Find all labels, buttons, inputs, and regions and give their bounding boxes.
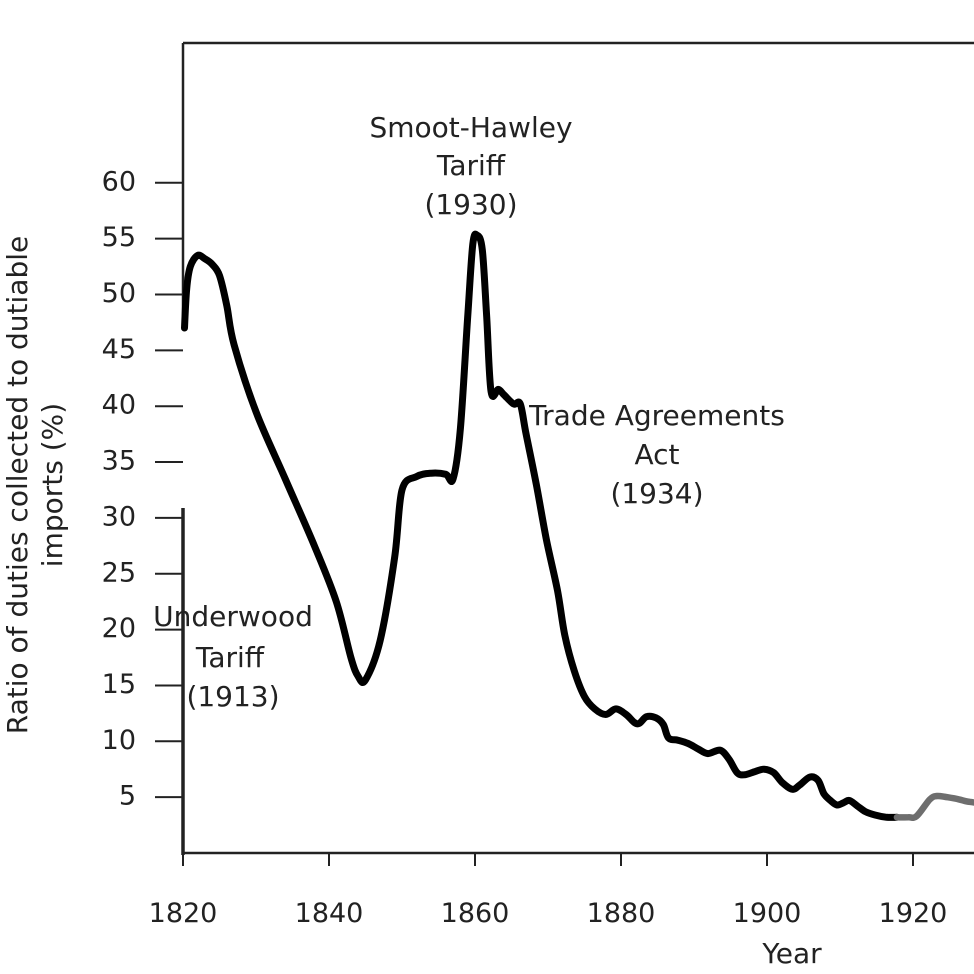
annotation-line: Tariff (436, 149, 506, 182)
x-tick-label: 1880 (587, 898, 656, 929)
y-axis-ticks: 5 10 15 20 25 30 35 40 45 50 55 60 (102, 166, 183, 812)
annotation-trade-agreements: Trade Agreements Act (1934) (528, 399, 785, 510)
annotation-line: (1934) (610, 477, 703, 510)
x-tick-label: 1900 (733, 898, 802, 929)
annotation-line: (1930) (424, 188, 517, 221)
y-axis-label-line-1: Ratio of duties collected to dutiable (1, 236, 34, 734)
annotation-line: Underwood (153, 600, 313, 633)
x-tick-label: 1820 (149, 898, 218, 929)
series-line (181, 230, 901, 821)
y-tick-label: 45 (102, 334, 136, 365)
annotation-underwood: Underwood Tariff (1913) (153, 600, 313, 713)
y-tick-label: 10 (102, 725, 136, 756)
series-layer (181, 230, 974, 821)
x-tick-label: 1920 (879, 898, 948, 929)
y-tick-label: 20 (102, 613, 136, 644)
x-axis-ticks: 1820 1840 1860 1880 1900 1920 (149, 853, 948, 929)
annotation-smoot-hawley: Smoot-Hawley Tariff (1930) (369, 111, 572, 221)
x-tick-label: 1840 (295, 898, 364, 929)
series-line (893, 792, 974, 821)
y-tick-label: 5 (119, 781, 136, 812)
annotation-line: Trade Agreements (528, 399, 785, 432)
y-tick-label: 25 (102, 557, 136, 588)
y-tick-label: 55 (102, 222, 136, 253)
y-tick-label: 60 (102, 166, 136, 197)
annotation-line: Act (634, 438, 679, 471)
y-tick-label: 50 (102, 278, 136, 309)
y-axis-label-line-2: imports (%) (36, 403, 69, 567)
y-tick-label: 30 (102, 501, 136, 532)
y-tick-label: 15 (102, 669, 136, 700)
x-tick-label: 1860 (441, 898, 510, 929)
y-tick-label: 35 (102, 446, 136, 477)
y-axis-label: Ratio of duties collected to dutiable im… (1, 236, 69, 734)
annotation-line: Smoot-Hawley (369, 111, 572, 144)
x-axis-label: Year (761, 937, 822, 970)
y-tick-label: 40 (102, 390, 136, 421)
annotation-line: Tariff (195, 641, 265, 674)
annotation-line: (1913) (186, 680, 279, 713)
